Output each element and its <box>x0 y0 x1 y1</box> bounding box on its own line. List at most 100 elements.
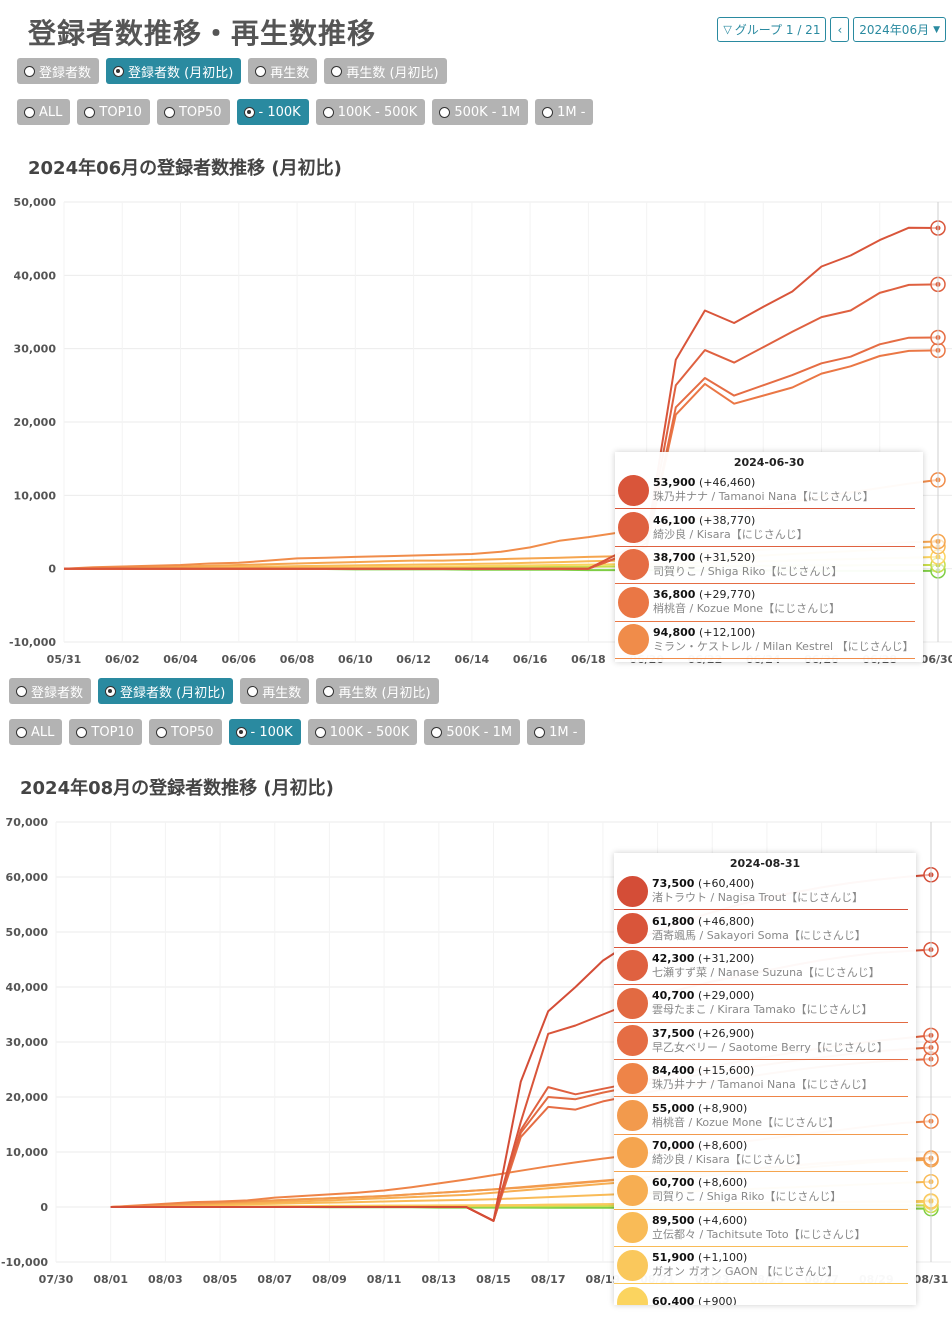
tooltip-value: 55,000 <box>652 1101 695 1115</box>
radio-icon <box>16 726 27 738</box>
x-tick-label: 06/18 <box>571 653 606 666</box>
line-chart-june: 50,000 40,000 30,000 20,000 10,000 0 -10,000 05… <box>9 196 952 666</box>
tooltip-date: 2024-08-31 <box>729 857 801 870</box>
tooltip-row: 73,500 (+60,400) 渚トラウト / Nagisa Trout【にじさ… <box>614 873 908 911</box>
radio-icon <box>16 685 27 697</box>
range-button[interactable]: 100K - 500K <box>315 99 426 125</box>
range-button[interactable]: - 100K <box>236 99 309 125</box>
x-tick-label: 07/30 <box>39 1273 74 1286</box>
tooltip-name: 渚トラウト / Nagisa Trout【にじさんじ】 <box>652 891 864 905</box>
prev-month-button[interactable]: ‹ <box>830 17 850 42</box>
tooltip-value-line: 40,700 (+29,000) <box>652 989 872 1003</box>
tooltip-diff: (+8,900) <box>697 1101 748 1115</box>
avatar <box>617 1212 648 1244</box>
range-button[interactable]: TOP50 <box>156 99 230 125</box>
range-button[interactable]: 100K - 500K <box>307 719 418 745</box>
metric-button[interactable]: 登録者数 (月初比) <box>106 58 242 84</box>
tooltip-text: 37,500 (+26,900) 早乙女ベリー / Saotome Berry【に… <box>652 1027 888 1055</box>
tooltip-value: 36,800 <box>653 588 696 602</box>
radio-icon <box>243 106 255 118</box>
tooltip-row: 94,800 (+12,100) ミラン・ケストレル / Milan Kestre… <box>615 622 915 659</box>
range-button[interactable]: 1M - <box>527 719 586 745</box>
avatar <box>617 1137 648 1169</box>
metric-button[interactable]: 再生数 (月初比) <box>316 678 439 704</box>
tooltip-diff: (+15,600) <box>697 1064 755 1078</box>
tooltip-value: 38,700 <box>653 550 696 564</box>
radio-icon <box>542 106 554 118</box>
tooltip-row: 60,700 (+8,600) 司賀りこ / Shiga Riko【にじさんじ】 <box>614 1172 908 1210</box>
metric-button[interactable]: 登録者数 <box>9 678 92 704</box>
radio-icon <box>24 106 35 118</box>
metric-button[interactable]: 登録者数 <box>17 58 100 84</box>
metric-button-label: 再生数 (月初比) <box>338 685 431 701</box>
metric-button[interactable]: 再生数 <box>240 678 310 704</box>
tooltip-name: 雲母たまこ / Kirara Tamako【にじさんじ】 <box>652 1003 873 1017</box>
y-tick-label: 20,000 <box>6 1091 49 1104</box>
range-button-label: 500K - 1M <box>454 104 521 120</box>
tooltip-value: 53,900 <box>653 476 696 490</box>
tooltip-value-line: 55,000 (+8,900) <box>652 1102 839 1116</box>
group-filter-label: グループ 1 / 21 <box>734 23 821 37</box>
range-button[interactable]: TOP10 <box>77 99 150 125</box>
tooltip-value: 51,900 <box>652 1251 695 1265</box>
tooltip-text: 61,800 (+46,800) 酒寄颯馬 / Sakayori Soma【にじさ… <box>652 915 866 943</box>
metric-button-label: 再生数 (月初比) <box>346 65 439 81</box>
tooltip-diff: (+1,100) <box>697 1251 748 1265</box>
metric-button[interactable]: 登録者数 (月初比) <box>98 678 234 704</box>
range-button[interactable]: 500K - 1M <box>424 719 521 745</box>
tooltip-value: 84,400 <box>652 1064 695 1078</box>
tooltip-name: 珠乃井ナナ / Tamanoi Nana【にじさんじ】 <box>652 1078 873 1092</box>
tooltip-text: 51,900 (+1,100) ガオン ガオン GAON 【にじさんじ】 <box>652 1251 838 1279</box>
y-tick-label: 10,000 <box>6 1146 49 1159</box>
tooltip-name: 梢桃音 / Kozue Mone【にじさんじ】 <box>652 1115 840 1129</box>
tooltip-value: 37,500 <box>652 1026 695 1040</box>
month-select-label: 2024年06月 <box>859 23 930 37</box>
x-tick-label: 08/03 <box>148 1273 183 1286</box>
x-tick-label: 08/07 <box>257 1273 292 1286</box>
x-tick-label: 08/01 <box>93 1273 128 1286</box>
y-tick-label: 50,000 <box>6 926 49 939</box>
range-button[interactable]: ALL <box>9 719 63 745</box>
tooltip-diff: (+46,800) <box>697 914 755 928</box>
x-tick-label: 08/19 <box>586 1273 621 1286</box>
tooltip-text: 55,000 (+8,900) 梢桃音 / Kozue Mone【にじさんじ】 <box>652 1102 839 1130</box>
tooltip-diff: (+31,520) <box>698 550 756 564</box>
radio-icon <box>314 726 326 738</box>
tooltip-text: 94,800 (+12,100) ミラン・ケストレル / Milan Kestre… <box>653 626 914 654</box>
radio-icon <box>534 726 546 738</box>
tooltip-name: 梢桃音 / Kozue Mone【にじさんじ】 <box>653 602 841 616</box>
month-select[interactable]: 2024年06月 ▼ <box>853 17 946 42</box>
metric-button[interactable]: 再生数 <box>248 58 318 84</box>
x-tick-label: 08/31 <box>914 1273 949 1286</box>
range-button[interactable]: ALL <box>17 99 71 125</box>
tooltip-value: 61,800 <box>652 914 695 928</box>
x-tick-label: 06/16 <box>513 653 548 666</box>
chart-title: 2024年06月の登録者数推移 (月初比) <box>28 158 342 179</box>
radio-icon <box>322 106 334 118</box>
avatar <box>617 1286 648 1305</box>
y-tick-label: 0 <box>48 563 56 576</box>
y-tick-label: 20,000 <box>14 416 57 429</box>
tooltip-value-line: 60,700 (+8,600) <box>652 1176 841 1190</box>
tooltip-row: 55,000 (+8,900) 梢桃音 / Kozue Mone【にじさんじ】 <box>614 1097 908 1135</box>
radio-icon <box>331 65 343 77</box>
tooltip-value-line: 37,500 (+26,900) <box>652 1027 888 1041</box>
range-button[interactable]: TOP50 <box>148 719 222 745</box>
tooltip-diff: (+29,770) <box>698 588 756 602</box>
x-tick-label: 08/09 <box>312 1273 347 1286</box>
metric-button[interactable]: 再生数 (月初比) <box>324 58 447 84</box>
tooltip-text: 73,500 (+60,400) 渚トラウト / Nagisa Trout【にじさ… <box>652 877 863 905</box>
x-tick-label: 08/15 <box>476 1273 511 1286</box>
group-filter-button[interactable]: ▽ グループ 1 / 21 <box>717 17 827 42</box>
range-button[interactable]: 500K - 1M <box>432 99 529 125</box>
range-button-label: 1M - <box>557 104 586 120</box>
range-button[interactable]: - 100K <box>228 719 301 745</box>
tooltip-text: 70,000 (+8,600) 綺沙良 / Kisara【にじさんじ】 <box>652 1139 807 1167</box>
range-button[interactable]: 1M - <box>535 99 594 125</box>
range-button[interactable]: TOP10 <box>69 719 142 745</box>
avatar <box>617 1025 648 1057</box>
x-tick-label: 06/02 <box>105 653 140 666</box>
radio-icon <box>113 65 125 77</box>
tooltip-value-line: 38,700 (+31,520) <box>653 551 842 565</box>
y-tick-label: 40,000 <box>14 269 57 282</box>
